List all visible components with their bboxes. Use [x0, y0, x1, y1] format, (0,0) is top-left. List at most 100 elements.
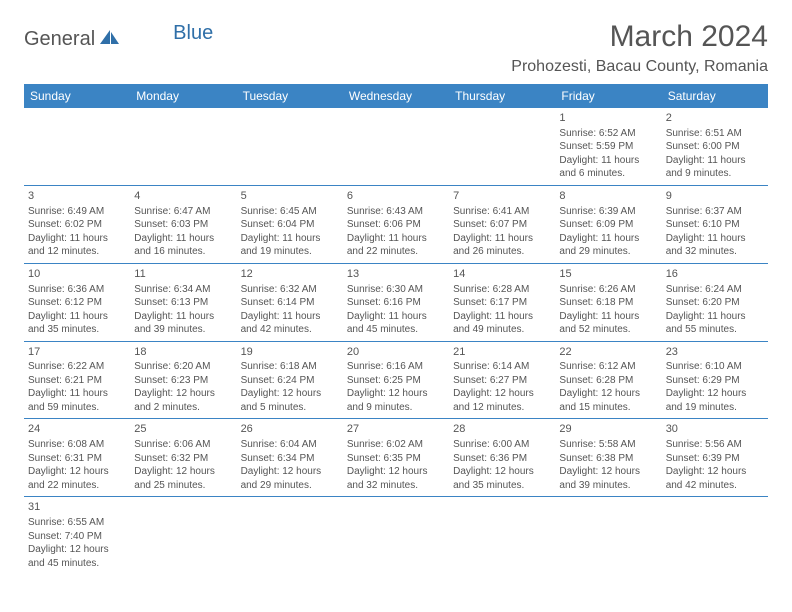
sunset-text: Sunset: 6:27 PM — [453, 374, 551, 388]
calendar-day-cell: 3Sunrise: 6:49 AMSunset: 6:02 PMDaylight… — [24, 185, 130, 263]
calendar-day-cell: 28Sunrise: 6:00 AMSunset: 6:36 PMDayligh… — [449, 419, 555, 497]
calendar-body: 1Sunrise: 6:52 AMSunset: 5:59 PMDaylight… — [24, 108, 768, 574]
sunset-text: Sunset: 6:09 PM — [559, 218, 657, 232]
sunset-text: Sunset: 6:06 PM — [347, 218, 445, 232]
day-number: 25 — [134, 422, 232, 437]
sunrise-text: Sunrise: 6:28 AM — [453, 283, 551, 297]
sunset-text: Sunset: 6:23 PM — [134, 374, 232, 388]
calendar-day-cell: 17Sunrise: 6:22 AMSunset: 6:21 PMDayligh… — [24, 341, 130, 419]
calendar-day-cell: 20Sunrise: 6:16 AMSunset: 6:25 PMDayligh… — [343, 341, 449, 419]
daylight-text: Daylight: 11 hours and 35 minutes. — [28, 310, 126, 337]
calendar-day-cell: 21Sunrise: 6:14 AMSunset: 6:27 PMDayligh… — [449, 341, 555, 419]
calendar-day-cell: 23Sunrise: 6:10 AMSunset: 6:29 PMDayligh… — [662, 341, 768, 419]
day-number: 8 — [559, 189, 657, 204]
day-number: 16 — [666, 267, 764, 282]
sunset-text: Sunset: 6:02 PM — [28, 218, 126, 232]
daylight-text: Daylight: 11 hours and 42 minutes. — [241, 310, 339, 337]
day-number: 12 — [241, 267, 339, 282]
sunrise-text: Sunrise: 6:04 AM — [241, 438, 339, 452]
calendar-blank-cell — [237, 497, 343, 574]
sunrise-text: Sunrise: 6:02 AM — [347, 438, 445, 452]
day-number: 22 — [559, 345, 657, 360]
day-number: 9 — [666, 189, 764, 204]
calendar-blank-cell — [449, 497, 555, 574]
sunrise-text: Sunrise: 6:41 AM — [453, 205, 551, 219]
calendar-day-cell: 24Sunrise: 6:08 AMSunset: 6:31 PMDayligh… — [24, 419, 130, 497]
daylight-text: Daylight: 12 hours and 9 minutes. — [347, 387, 445, 414]
day-number: 26 — [241, 422, 339, 437]
daylight-text: Daylight: 11 hours and 16 minutes. — [134, 232, 232, 259]
calendar-day-cell: 9Sunrise: 6:37 AMSunset: 6:10 PMDaylight… — [662, 185, 768, 263]
daylight-text: Daylight: 12 hours and 2 minutes. — [134, 387, 232, 414]
daylight-text: Daylight: 12 hours and 12 minutes. — [453, 387, 551, 414]
logo-sail-icon — [99, 28, 121, 51]
sunrise-text: Sunrise: 6:34 AM — [134, 283, 232, 297]
weekday-header: Monday — [130, 84, 236, 108]
day-number: 5 — [241, 189, 339, 204]
sunrise-text: Sunrise: 6:43 AM — [347, 205, 445, 219]
day-number: 17 — [28, 345, 126, 360]
sunset-text: Sunset: 6:12 PM — [28, 296, 126, 310]
sunset-text: Sunset: 6:32 PM — [134, 452, 232, 466]
calendar-day-cell: 5Sunrise: 6:45 AMSunset: 6:04 PMDaylight… — [237, 185, 343, 263]
daylight-text: Daylight: 11 hours and 45 minutes. — [347, 310, 445, 337]
logo-text-blue: Blue — [173, 22, 213, 45]
daylight-text: Daylight: 11 hours and 6 minutes. — [559, 154, 657, 181]
calendar-day-cell: 16Sunrise: 6:24 AMSunset: 6:20 PMDayligh… — [662, 263, 768, 341]
calendar-blank-cell — [237, 108, 343, 185]
sunset-text: Sunset: 6:36 PM — [453, 452, 551, 466]
calendar-day-cell: 7Sunrise: 6:41 AMSunset: 6:07 PMDaylight… — [449, 185, 555, 263]
sunset-text: Sunset: 6:18 PM — [559, 296, 657, 310]
sunset-text: Sunset: 6:35 PM — [347, 452, 445, 466]
daylight-text: Daylight: 12 hours and 25 minutes. — [134, 465, 232, 492]
sunset-text: Sunset: 6:04 PM — [241, 218, 339, 232]
daylight-text: Daylight: 11 hours and 22 minutes. — [347, 232, 445, 259]
calendar-day-cell: 25Sunrise: 6:06 AMSunset: 6:32 PMDayligh… — [130, 419, 236, 497]
daylight-text: Daylight: 11 hours and 32 minutes. — [666, 232, 764, 259]
calendar-day-cell: 11Sunrise: 6:34 AMSunset: 6:13 PMDayligh… — [130, 263, 236, 341]
sunset-text: Sunset: 6:34 PM — [241, 452, 339, 466]
calendar-blank-cell — [130, 497, 236, 574]
day-number: 20 — [347, 345, 445, 360]
daylight-text: Daylight: 11 hours and 12 minutes. — [28, 232, 126, 259]
daylight-text: Daylight: 12 hours and 45 minutes. — [28, 543, 126, 570]
weekday-header: Sunday — [24, 84, 130, 108]
day-number: 24 — [28, 422, 126, 437]
sunset-text: Sunset: 6:24 PM — [241, 374, 339, 388]
day-number: 28 — [453, 422, 551, 437]
sunset-text: Sunset: 6:07 PM — [453, 218, 551, 232]
daylight-text: Daylight: 12 hours and 42 minutes. — [666, 465, 764, 492]
day-number: 15 — [559, 267, 657, 282]
day-number: 1 — [559, 111, 657, 126]
day-number: 19 — [241, 345, 339, 360]
sunrise-text: Sunrise: 6:12 AM — [559, 360, 657, 374]
sunrise-text: Sunrise: 6:39 AM — [559, 205, 657, 219]
day-number: 21 — [453, 345, 551, 360]
calendar-day-cell: 18Sunrise: 6:20 AMSunset: 6:23 PMDayligh… — [130, 341, 236, 419]
day-number: 2 — [666, 111, 764, 126]
daylight-text: Daylight: 11 hours and 49 minutes. — [453, 310, 551, 337]
sunrise-text: Sunrise: 6:30 AM — [347, 283, 445, 297]
calendar-blank-cell — [662, 497, 768, 574]
sunset-text: Sunset: 6:31 PM — [28, 452, 126, 466]
daylight-text: Daylight: 12 hours and 29 minutes. — [241, 465, 339, 492]
day-number: 23 — [666, 345, 764, 360]
daylight-text: Daylight: 12 hours and 32 minutes. — [347, 465, 445, 492]
sunset-text: Sunset: 6:03 PM — [134, 218, 232, 232]
sunset-text: Sunset: 6:21 PM — [28, 374, 126, 388]
day-number: 27 — [347, 422, 445, 437]
calendar-blank-cell — [449, 108, 555, 185]
sunrise-text: Sunrise: 6:18 AM — [241, 360, 339, 374]
day-number: 13 — [347, 267, 445, 282]
day-number: 6 — [347, 189, 445, 204]
calendar-day-cell: 30Sunrise: 5:56 AMSunset: 6:39 PMDayligh… — [662, 419, 768, 497]
sunrise-text: Sunrise: 6:16 AM — [347, 360, 445, 374]
sunrise-text: Sunrise: 6:52 AM — [559, 127, 657, 141]
sunrise-text: Sunrise: 6:45 AM — [241, 205, 339, 219]
sunrise-text: Sunrise: 6:26 AM — [559, 283, 657, 297]
calendar-day-cell: 2Sunrise: 6:51 AMSunset: 6:00 PMDaylight… — [662, 108, 768, 185]
daylight-text: Daylight: 11 hours and 9 minutes. — [666, 154, 764, 181]
calendar-day-cell: 27Sunrise: 6:02 AMSunset: 6:35 PMDayligh… — [343, 419, 449, 497]
sunset-text: Sunset: 6:14 PM — [241, 296, 339, 310]
day-number: 14 — [453, 267, 551, 282]
